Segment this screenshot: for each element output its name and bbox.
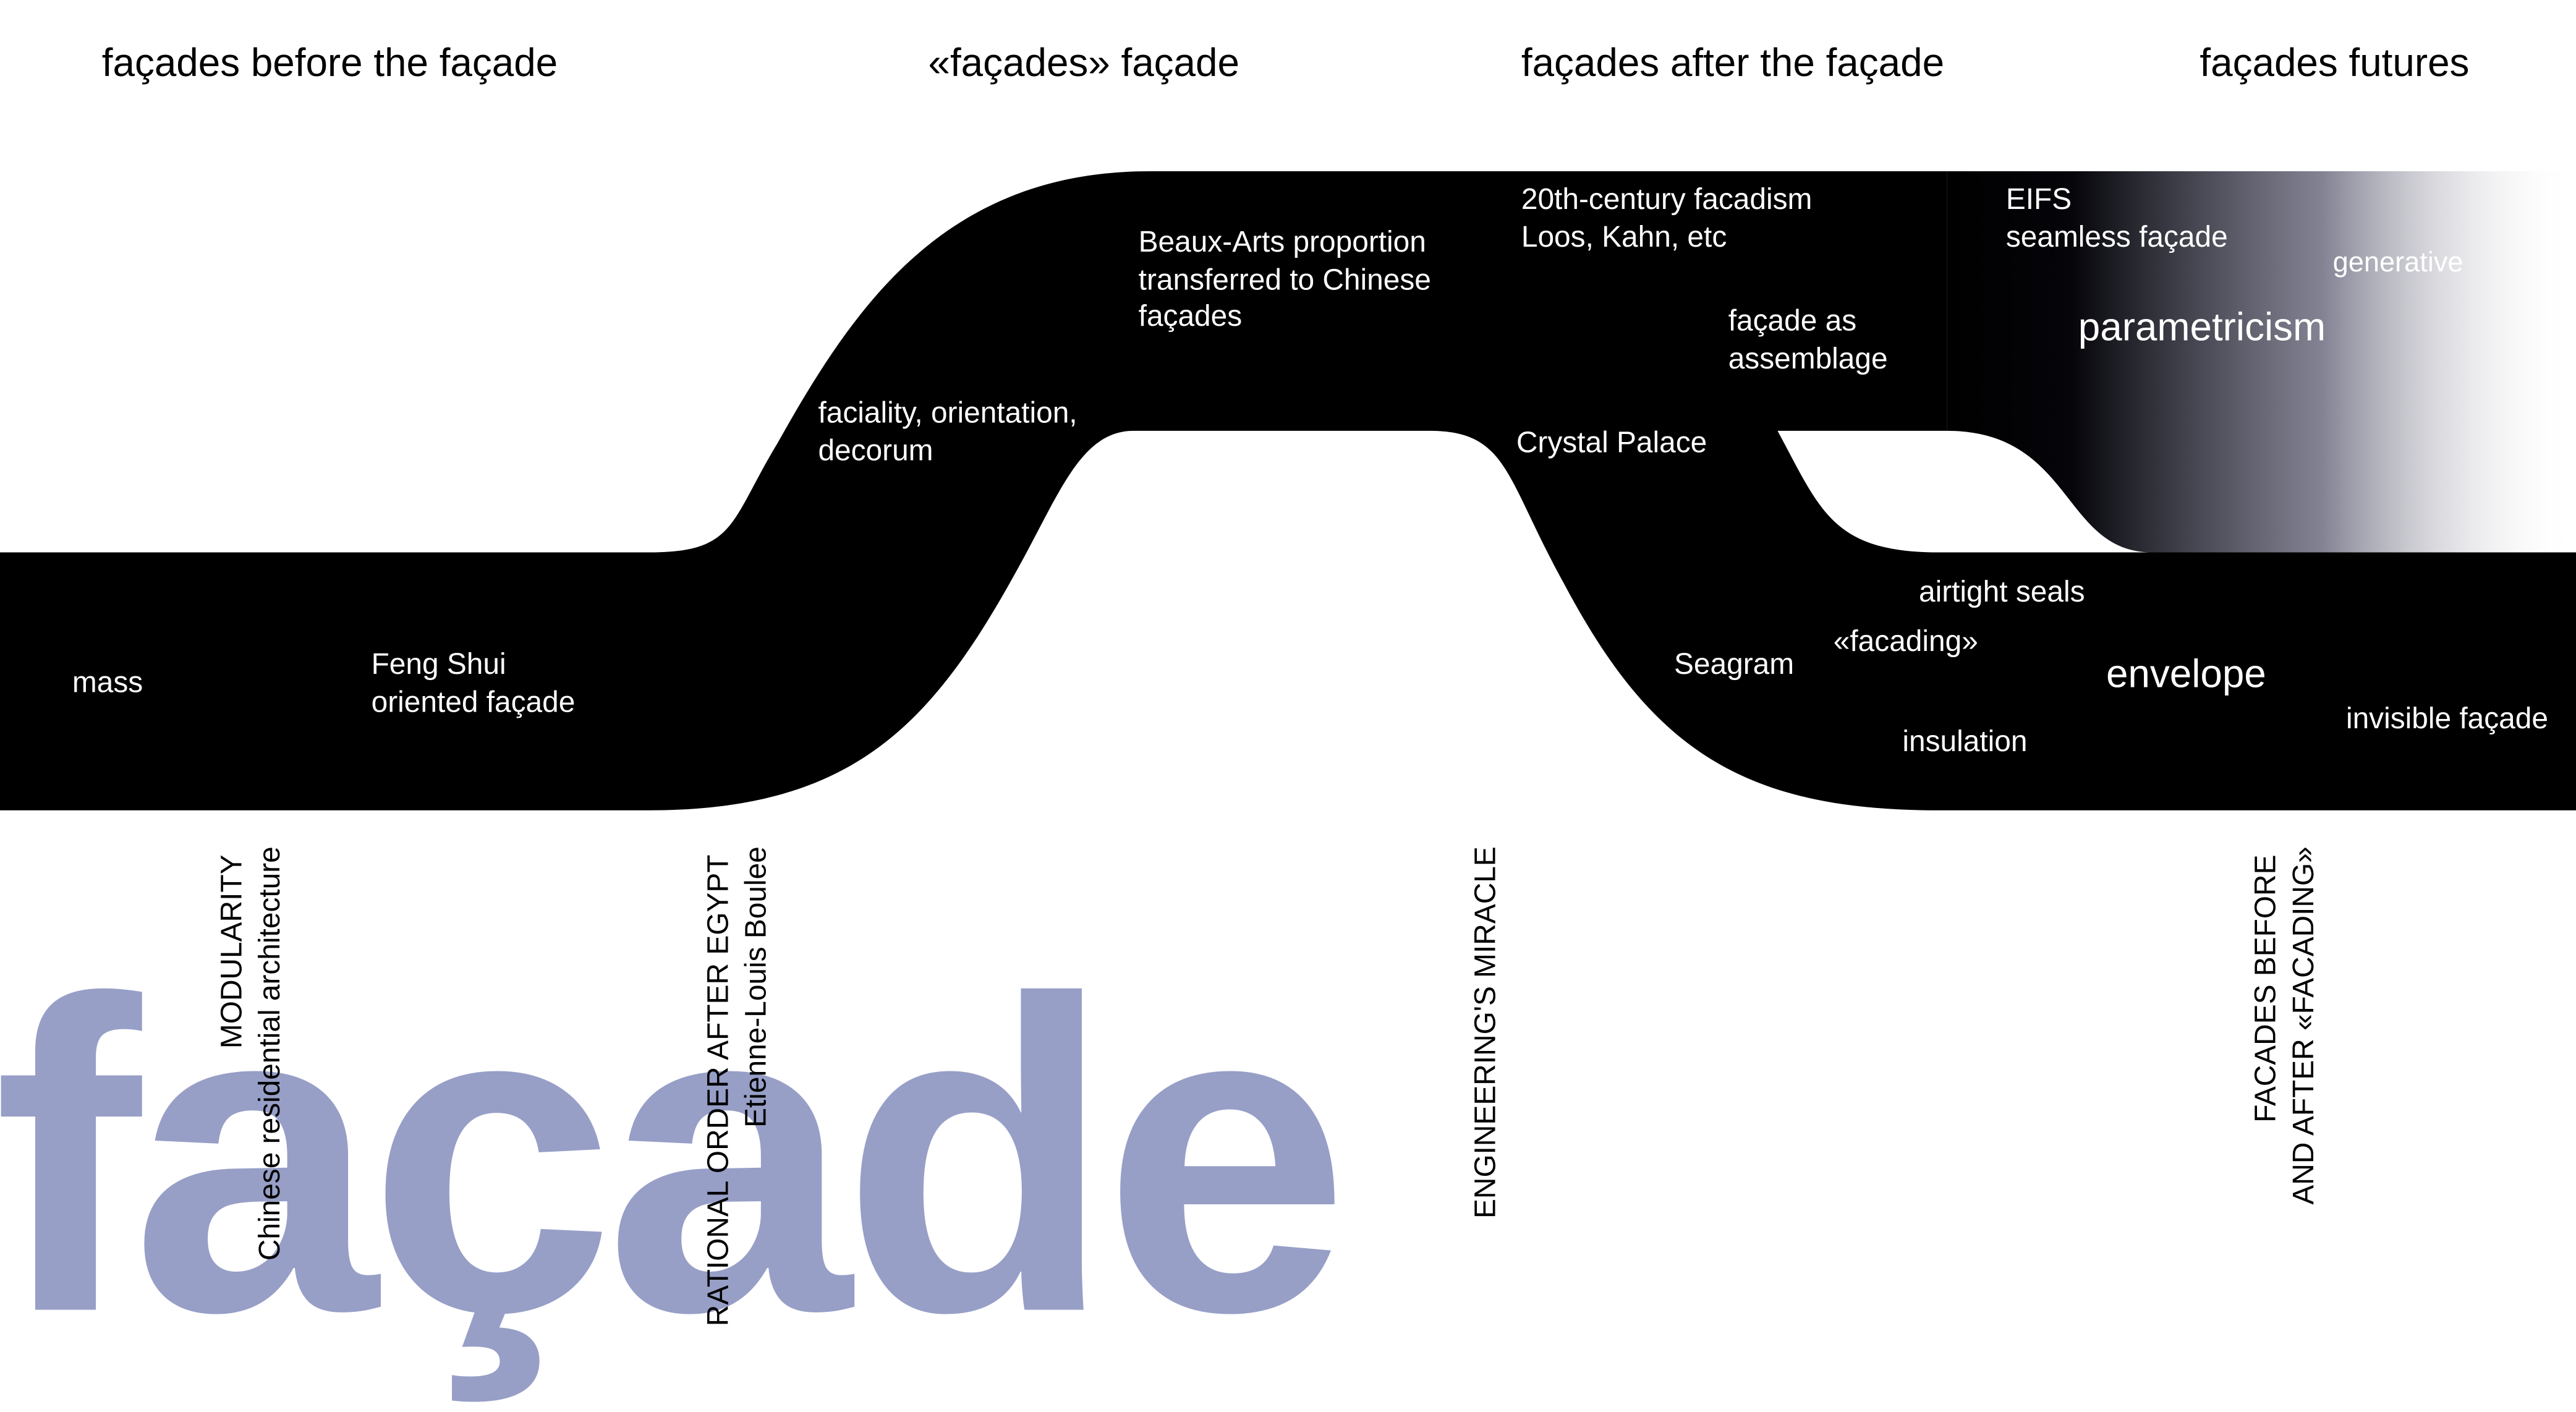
heading-facades: «façades» façade: [929, 40, 1239, 85]
label-beaux-arts-line-1: Beaux-Arts proportion: [1139, 226, 1426, 258]
label-airtight-seals: airtight seals: [1919, 576, 2085, 608]
vertical-modularity-line-1: MODULARITY: [216, 855, 249, 1049]
label-assemblage: façade as assemblage: [1728, 305, 1888, 375]
label-facadism-line-1: 20th-century facadism: [1521, 183, 1813, 216]
heading-before: façades before the façade: [102, 40, 558, 85]
label-feng-shui-line-1: Feng Shui: [372, 648, 506, 681]
heading-after: façades after the façade: [1521, 40, 1944, 85]
label-seagram: Seagram: [1674, 648, 1794, 681]
label-eifs-line-1: EIFS: [2006, 183, 2072, 216]
label-faciality-line-1: faciality, orientation,: [818, 397, 1077, 430]
label-insulation: insulation: [1902, 725, 2027, 758]
vertical-facades-line-1: FACADES BEFORE: [2250, 855, 2282, 1123]
label-generative: generative: [2333, 246, 2463, 278]
label-mass: mass: [72, 666, 143, 699]
label-parametricism: parametricism: [2078, 305, 2326, 349]
label-assemblage-line-1: façade as: [1728, 305, 1856, 338]
label-assemblage-line-2: assemblage: [1728, 342, 1888, 375]
vertical-modularity-line-2: Chinese residential architecture: [253, 846, 286, 1261]
facade-watermark: façade: [0, 909, 1340, 1407]
label-feng-shui-line-2: oriented façade: [372, 686, 576, 718]
vertical-modularity: MODULARITY Chinese residential architect…: [216, 846, 286, 1261]
vertical-engineering-line-1: ENGINEERING'S MIRACLE: [1469, 846, 1502, 1218]
future-fading-band: [1947, 171, 2576, 553]
label-facading: «facading»: [1834, 625, 1978, 658]
vertical-facades-line-2: AND AFTER «FACADING»: [2287, 846, 2320, 1204]
label-beaux-arts: Beaux-Arts proportion transferred to Chi…: [1139, 226, 1440, 333]
vertical-rational-order: RATIONAL ORDER AFTER EGYPT Etienne-Louis…: [702, 846, 772, 1326]
label-beaux-arts-line-3: façades: [1139, 300, 1243, 333]
label-eifs: EIFS seamless façade: [2006, 183, 2228, 253]
label-envelope: envelope: [2106, 651, 2266, 695]
label-facadism-line-2: Loos, Kahn, etc: [1521, 221, 1727, 253]
vertical-rational-order-line-1: RATIONAL ORDER AFTER EGYPT: [702, 855, 734, 1327]
vertical-engineering: ENGINEERING'S MIRACLE: [1469, 846, 1502, 1218]
label-faciality-line-2: decorum: [818, 435, 933, 467]
label-invisible-facade: invisible façade: [2346, 702, 2548, 735]
label-eifs-line-2: seamless façade: [2006, 221, 2228, 253]
label-feng-shui: Feng Shui oriented façade: [372, 648, 576, 718]
label-crystal-palace: Crystal Palace: [1516, 426, 1707, 459]
label-beaux-arts-line-2: transferred to Chinese: [1139, 263, 1431, 296]
label-faciality: faciality, orientation, decorum: [818, 397, 1085, 467]
vertical-facades-before-after: FACADES BEFORE AND AFTER «FACADING»: [2250, 846, 2320, 1204]
heading-futures: façades futures: [2200, 40, 2469, 85]
vertical-rational-order-line-2: Etienne-Louis Boulee: [739, 846, 772, 1128]
label-facadism: 20th-century facadism Loos, Kahn, etc: [1521, 183, 1821, 253]
main-band: [0, 171, 2576, 810]
